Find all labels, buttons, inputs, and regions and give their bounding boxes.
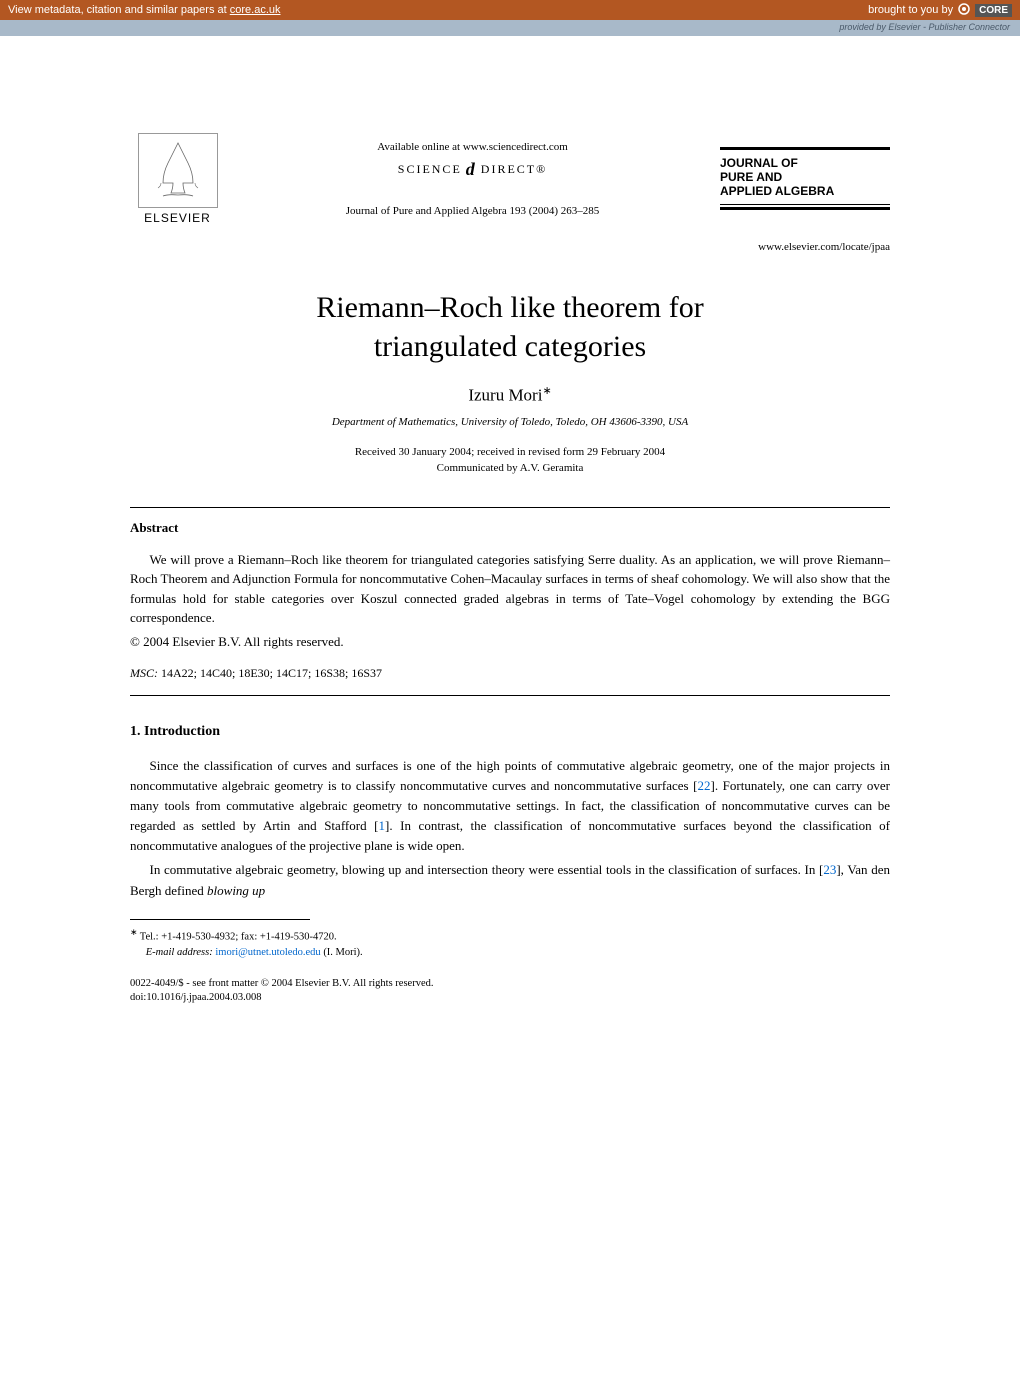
title-underline [720, 207, 890, 210]
title-line1: Riemann–Roch like theorem for [316, 291, 703, 324]
header-center: Available online at www.sciencedirect.co… [225, 141, 720, 217]
core-banner-right: brought to you by CORE [868, 2, 1012, 19]
sciencedirect-logo: SCIENCE d DIRECT® [245, 159, 700, 180]
msc: MSC: 14A22; 14C40; 18E30; 14C17; 16S38; … [130, 666, 890, 681]
elsevier-tree-icon [138, 133, 218, 208]
footer-l2: doi:10.1016/j.jpaa.2004.03.008 [130, 991, 890, 1006]
email-suffix: (I. Mori). [321, 947, 363, 958]
journal-url: www.elsevier.com/locate/jpaa [130, 241, 890, 253]
journal-title-box: JOURNAL OF PURE AND APPLIED ALGEBRA [720, 147, 890, 205]
provider-text: provided by Elsevier - Publisher Connect… [839, 22, 1010, 32]
ref-22[interactable]: 22 [697, 778, 710, 793]
title-line2: triangulated categories [374, 330, 646, 363]
received-info: Received 30 January 2004; received in re… [130, 444, 890, 477]
author-marker: ∗ [542, 385, 551, 397]
journal-title-container: JOURNAL OF PURE AND APPLIED ALGEBRA [720, 147, 890, 210]
received-l1: Received 30 January 2004; received in re… [355, 446, 665, 458]
p2-italic: blowing up [207, 883, 265, 898]
elsevier-logo: ELSEVIER [130, 126, 225, 231]
p2-a: In commutative algebraic geometry, blowi… [150, 862, 824, 877]
core-logo-icon [957, 2, 971, 19]
core-left-text: View metadata, citation and similar pape… [8, 4, 230, 16]
sd-right: DIRECT® [481, 162, 547, 177]
sd-icon: d [466, 159, 477, 180]
journal-title-l2: PURE AND [720, 170, 890, 184]
footer-meta: 0022-4049/$ - see front matter © 2004 El… [130, 977, 890, 1006]
core-right-prefix: brought to you by [868, 4, 953, 16]
author-name: Izuru Mori [468, 386, 542, 405]
available-online: Available online at www.sciencedirect.co… [245, 141, 700, 153]
page-content: ELSEVIER Available online at www.science… [0, 36, 1020, 1046]
section-1-heading: 1. Introduction [130, 724, 890, 740]
journal-header: ELSEVIER Available online at www.science… [130, 126, 890, 231]
msc-codes: 14A22; 14C40; 18E30; 14C17; 16S38; 16S37 [158, 666, 382, 680]
journal-title-l3: APPLIED ALGEBRA [720, 184, 890, 198]
core-banner: View metadata, citation and similar pape… [0, 0, 1020, 20]
divider-top [130, 507, 890, 508]
section-1-para-2: In commutative algebraic geometry, blowi… [130, 860, 890, 900]
section-1-para-1: Since the classification of curves and s… [130, 756, 890, 857]
provider-banner: provided by Elsevier - Publisher Connect… [0, 20, 1020, 36]
elsevier-label: ELSEVIER [144, 211, 211, 225]
article-title: Riemann–Roch like theorem for triangulat… [130, 288, 890, 366]
footer-l1: 0022-4049/$ - see front matter © 2004 El… [130, 977, 890, 992]
abstract-text: We will prove a Riemann–Roch like theore… [130, 550, 890, 628]
abstract-body: We will prove a Riemann–Roch like theore… [130, 552, 890, 626]
received-l2: Communicated by A.V. Geramita [437, 462, 584, 474]
msc-label: MSC: [130, 666, 158, 680]
abstract-heading: Abstract [130, 520, 890, 536]
affiliation: Department of Mathematics, University of… [130, 416, 890, 428]
journal-title-l1: JOURNAL OF [720, 156, 890, 170]
ref-23[interactable]: 23 [823, 862, 836, 877]
core-banner-left: View metadata, citation and similar pape… [8, 4, 281, 16]
footnote-email: E-mail address: imori@utnet.utoledo.edu … [130, 945, 890, 961]
divider-bottom [130, 695, 890, 696]
email-link[interactable]: imori@utnet.utoledo.edu [215, 947, 320, 958]
journal-reference: Journal of Pure and Applied Algebra 193 … [245, 205, 700, 217]
core-link[interactable]: core.ac.uk [230, 4, 281, 16]
footnote-tel-text: Tel.: +1-419-530-4932; fax: +1-419-530-4… [137, 931, 336, 942]
copyright: © 2004 Elsevier B.V. All rights reserved… [130, 634, 890, 650]
sd-left: SCIENCE [398, 162, 462, 177]
footnote-divider [130, 919, 310, 920]
core-logo-text: CORE [975, 4, 1012, 17]
footnote-tel: ∗ Tel.: +1-419-530-4932; fax: +1-419-530… [130, 926, 890, 945]
email-label: E-mail address: [146, 947, 216, 958]
author: Izuru Mori∗ [130, 384, 890, 406]
